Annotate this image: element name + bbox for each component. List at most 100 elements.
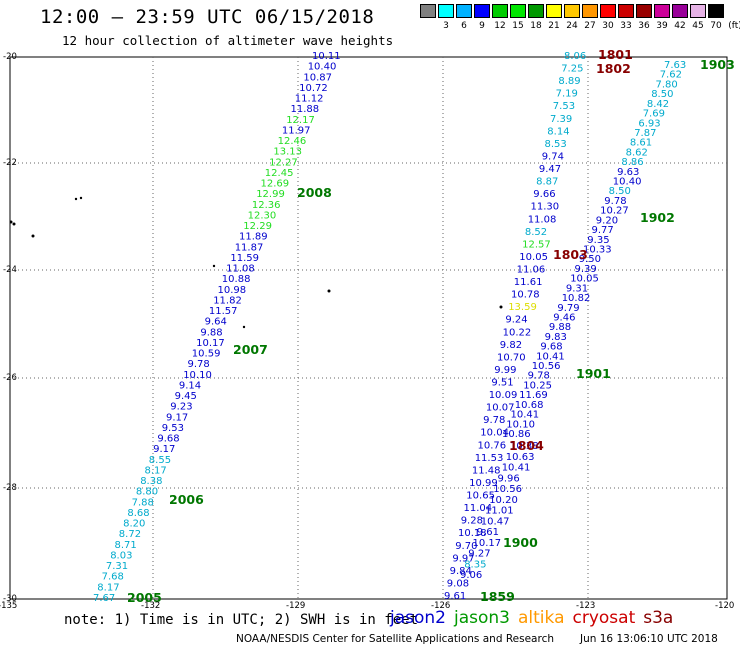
wave-height-value: 9.70: [455, 541, 477, 552]
wave-height-value: 9.61: [477, 527, 499, 538]
track-time-label: 1804: [509, 438, 544, 453]
scale-swatch: [492, 4, 508, 18]
wave-height-value: 10.05: [519, 252, 548, 263]
wave-height-value: 10.68: [515, 400, 544, 411]
wave-height-value: 8.14: [547, 126, 569, 137]
track-time-label: 1902: [640, 210, 675, 225]
scale-label: 21: [548, 21, 560, 31]
wave-height-value: 9.97: [452, 553, 474, 564]
wave-height-value: 9.51: [491, 378, 513, 389]
wave-height-value: 9.20: [596, 215, 618, 226]
lon-label: -129: [286, 601, 306, 611]
wave-height-value: 10.41: [511, 410, 540, 421]
scale-swatch: [672, 4, 688, 18]
wave-height-value: 7.53: [553, 101, 575, 112]
wave-height-value: 9.47: [539, 164, 561, 175]
wave-height-value: 7.19: [556, 89, 578, 100]
satellite-legend-item: altika: [518, 608, 565, 628]
wave-height-value: 10.25: [523, 380, 552, 391]
wave-height-value: 11.01: [485, 506, 514, 517]
wave-height-value: 8.62: [626, 147, 648, 158]
wave-height-value: 9.79: [557, 303, 579, 314]
wave-height-value: 7.87: [634, 128, 656, 139]
wave-height-value: 10.65: [466, 491, 495, 502]
wave-height-value: 11.97: [282, 125, 311, 136]
wave-height-value: 9.23: [170, 402, 192, 413]
wave-height-value: 8.17: [145, 466, 167, 477]
scale-label: 3: [443, 21, 449, 31]
wave-height-value: 9.24: [505, 315, 527, 326]
scale-label: 18: [530, 21, 542, 31]
wave-height-value: 8.50: [609, 186, 631, 197]
scale-swatch: [600, 4, 616, 18]
satellite-legend-item: jason2: [390, 608, 446, 628]
wave-height-value: 7.31: [106, 561, 128, 572]
wave-height-value: 10.18: [458, 528, 487, 539]
track-time-label: 1803: [553, 247, 588, 262]
track-time-label: 1802: [596, 61, 631, 76]
wave-height-value: 9.63: [617, 167, 639, 178]
wave-height-value: 10.78: [511, 290, 540, 301]
wave-height-value: 11.53: [475, 453, 504, 464]
page-subtitle: 12 hour collection of altimeter wave hei…: [62, 33, 394, 48]
wave-height-value: 8.50: [651, 89, 673, 100]
wave-height-value: 10.98: [218, 285, 247, 296]
wave-height-value: 8.55: [149, 455, 171, 466]
scale-swatch: [510, 4, 526, 18]
scale-swatch: [654, 4, 670, 18]
satellite-legend-item: cryosat: [572, 608, 636, 628]
track-time-label: 2008: [297, 185, 332, 200]
track-time-label: 1801: [598, 47, 633, 62]
wave-height-value: 9.68: [540, 342, 562, 353]
scale-swatch: [582, 4, 598, 18]
wave-height-value: 9.82: [500, 340, 522, 351]
wave-height-value: 11.89: [239, 232, 268, 243]
wave-height-value: 10.72: [299, 83, 328, 94]
wave-height-value: 8.87: [536, 177, 558, 188]
wave-height-value: 10.59: [192, 349, 221, 360]
wave-height-value: 9.27: [468, 549, 490, 560]
wave-height-value: 7.25: [561, 64, 583, 75]
wave-height-value: 10.87: [303, 72, 332, 83]
wave-height-value: 11.08: [226, 264, 255, 275]
wave-height-value: 9.46: [553, 313, 575, 324]
wave-height-value: 8.06: [564, 51, 586, 62]
wave-height-value: 12.99: [256, 189, 285, 200]
page-title: 12:00 — 23:59 UTC 06/15/2018: [40, 6, 375, 28]
wave-height-value: 10.76: [478, 440, 507, 451]
lon-label: -135: [0, 601, 18, 611]
wave-height-value: 10.40: [308, 62, 337, 73]
wave-height-value: 11.82: [213, 295, 242, 306]
wave-height-value: 9.78: [604, 196, 626, 207]
scale-label: 9: [479, 21, 485, 31]
island: [327, 289, 331, 293]
wave-height-value: 11.88: [291, 104, 320, 115]
lat-label: -26: [3, 373, 17, 383]
wave-height-value: 9.31: [566, 283, 588, 294]
wave-height-value: 8.71: [115, 540, 137, 551]
wave-height-value: 12.30: [248, 210, 277, 221]
satellite-legend-item: s3a: [643, 608, 674, 628]
scale-swatch: [708, 4, 724, 18]
scale-swatch: [474, 4, 490, 18]
credit-line: NOAA/NESDIS Center for Satellite Applica…: [236, 633, 554, 645]
lon-label: -123: [576, 601, 596, 611]
scale-swatch: [564, 4, 580, 18]
wave-height-value: 10.10: [506, 419, 535, 430]
wave-height-value: 7.80: [656, 79, 678, 90]
island: [31, 234, 35, 238]
scale-swatch: [438, 4, 454, 18]
scale-label: 6: [461, 21, 467, 31]
wave-height-value: 8.68: [127, 508, 149, 519]
island: [12, 222, 16, 226]
wave-height-value: 10.07: [486, 403, 515, 414]
wave-height-value: 9.64: [205, 317, 227, 328]
wave-height-value: 12.45: [265, 168, 294, 179]
wave-height-value: 7.68: [102, 572, 124, 583]
wave-height-value: 9.84: [450, 566, 472, 577]
wave-height-value: 9.78: [188, 359, 210, 370]
wave-height-value: 9.96: [498, 473, 520, 484]
scale-swatch: [456, 4, 472, 18]
lat-label: -28: [3, 483, 17, 493]
